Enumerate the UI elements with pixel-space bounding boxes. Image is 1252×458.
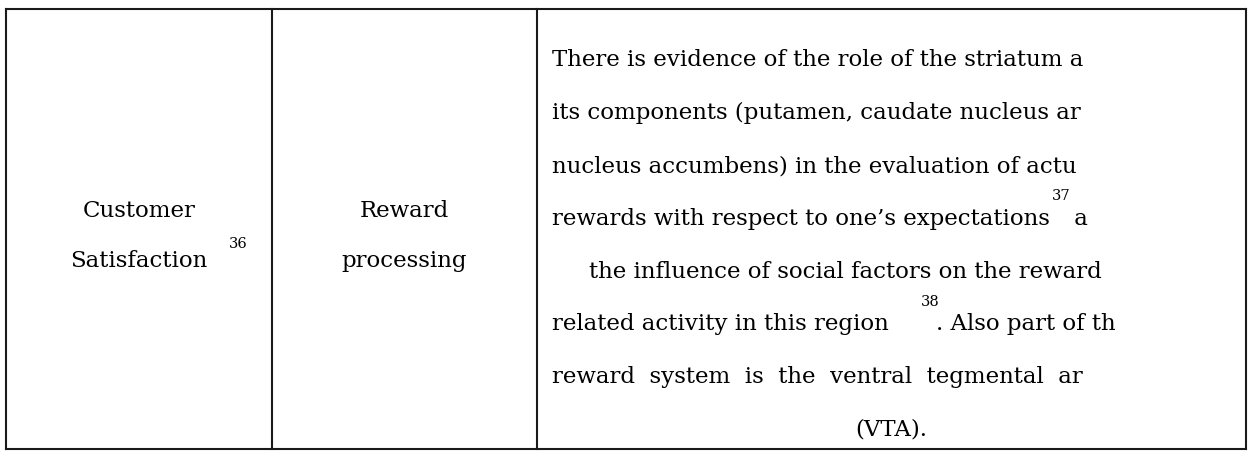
- Text: related activity in this region: related activity in this region: [552, 313, 889, 335]
- Text: 38: 38: [921, 295, 940, 309]
- Text: There is evidence of the role of the striatum a: There is evidence of the role of the str…: [552, 49, 1083, 71]
- Text: rewards with respect to one’s expectations: rewards with respect to one’s expectatio…: [552, 208, 1049, 230]
- Text: its components (putamen, caudate nucleus ar: its components (putamen, caudate nucleus…: [552, 102, 1080, 124]
- Text: . Also part of th: . Also part of th: [936, 313, 1116, 335]
- Text: 36: 36: [229, 237, 248, 251]
- Text: reward  system  is  the  ventral  tegmental  ar: reward system is the ventral tegmental a…: [552, 366, 1083, 388]
- Text: nucleus accumbens) in the evaluation of actu: nucleus accumbens) in the evaluation of …: [552, 155, 1077, 177]
- Text: the influence of social factors on the reward: the influence of social factors on the r…: [590, 261, 1102, 283]
- Text: Customer: Customer: [83, 200, 195, 222]
- Text: a: a: [1068, 208, 1088, 230]
- Text: 37: 37: [1052, 189, 1070, 203]
- Text: Satisfaction: Satisfaction: [70, 250, 208, 272]
- Text: (VTA).: (VTA).: [855, 419, 928, 441]
- Text: processing: processing: [342, 250, 467, 272]
- Text: Reward: Reward: [359, 200, 448, 222]
